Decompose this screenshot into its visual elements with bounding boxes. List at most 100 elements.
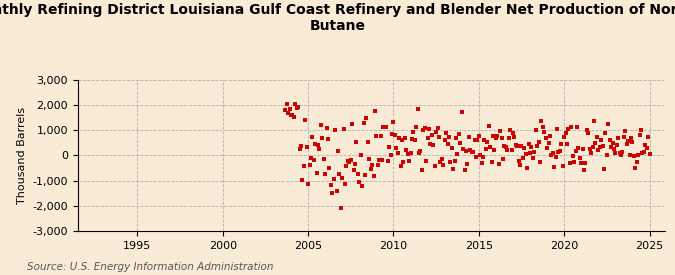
Point [367,163,377,167]
Point [414,150,425,155]
Point [519,146,530,150]
Point [539,130,549,134]
Point [639,150,649,155]
Point [580,160,591,165]
Point [622,142,632,146]
Point [465,148,476,152]
Point [369,109,380,113]
Point [617,150,628,154]
Point [287,113,298,117]
Point [618,135,629,139]
Point [487,133,498,138]
Point [281,101,292,106]
Point [502,148,512,152]
Point [319,156,329,161]
Point [623,139,634,144]
Point [293,105,304,109]
Point [583,131,594,135]
Point [404,159,414,163]
Point [402,152,413,156]
Point [570,148,581,153]
Point [341,164,352,169]
Point [445,160,456,164]
Point [620,129,630,134]
Point [298,164,309,168]
Point [550,154,561,159]
Point [290,102,300,107]
Point [352,172,363,176]
Point [378,125,389,129]
Point [578,168,589,173]
Point [523,142,534,146]
Point [391,145,402,150]
Point [612,143,622,148]
Point [477,161,487,165]
Point [286,113,296,117]
Point [428,143,439,147]
Point [573,146,584,150]
Point [504,136,514,141]
Point [532,144,543,148]
Point [514,163,525,167]
Point [562,141,572,146]
Point [526,145,537,149]
Point [564,161,575,165]
Point [533,139,544,144]
Point [475,153,485,157]
Point [395,164,406,169]
Point [597,144,608,148]
Point [340,182,350,186]
Point [384,144,395,149]
Point [556,142,567,146]
Point [499,144,510,148]
Point [634,133,645,137]
Point [464,134,475,139]
Point [334,172,345,177]
Point [559,135,570,139]
Point [297,177,308,182]
Point [456,110,467,115]
Point [344,160,355,164]
Point [379,124,390,129]
Point [373,163,383,167]
Point [454,131,464,136]
Point [310,142,321,146]
Point [328,177,339,182]
Point [607,141,618,145]
Point [632,153,643,158]
Point [400,136,410,141]
Point [531,128,541,132]
Point [321,126,332,130]
Point [460,148,471,153]
Point [543,141,554,145]
Point [365,167,376,171]
Point [280,108,291,112]
Point [627,139,638,144]
Point [389,132,400,137]
Point [527,156,538,160]
Point [374,157,385,162]
Point [462,161,472,166]
Point [610,151,621,156]
Point [432,126,443,130]
Point [421,159,431,163]
Point [360,173,371,177]
Point [613,136,624,140]
Point [572,124,583,129]
Point [438,163,449,167]
Point [537,125,548,129]
Point [600,131,611,136]
Point [603,122,614,126]
Point [505,128,516,133]
Point [590,141,601,145]
Point [307,135,318,139]
Point [371,134,382,138]
Point [284,106,295,111]
Point [347,122,358,126]
Point [385,153,396,158]
Point [437,157,448,161]
Point [296,143,306,148]
Point [518,155,529,160]
Point [624,153,635,157]
Point [500,145,511,149]
